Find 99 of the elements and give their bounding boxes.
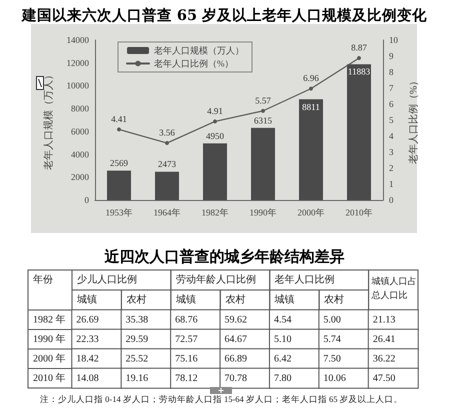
data-label: 8811 bbox=[302, 102, 320, 112]
point bbox=[165, 141, 169, 146]
x-tick-label: 城镇 bbox=[76, 294, 97, 306]
data-label: 59.62 bbox=[224, 314, 248, 326]
bar bbox=[251, 128, 275, 200]
data-label: 18.42 bbox=[76, 353, 99, 364]
y-tick-label: 1982 年 bbox=[33, 313, 66, 326]
data-label: 22.33 bbox=[76, 334, 99, 345]
x-tick-label: 1990年 bbox=[250, 208, 276, 218]
data-label: 26.41 bbox=[372, 334, 396, 345]
data-label: 47.50 bbox=[372, 372, 396, 384]
data-label: 3.56 bbox=[159, 128, 176, 138]
y-axis-title: 年份 bbox=[33, 274, 53, 286]
data-label: 26.69 bbox=[76, 314, 99, 326]
data-label: 4.41 bbox=[111, 114, 127, 124]
data-label: 21.13 bbox=[372, 314, 396, 326]
data-label: 4.91 bbox=[207, 106, 223, 116]
data-label: 64.67 bbox=[224, 334, 248, 345]
data-label: 6.96 bbox=[303, 73, 320, 84]
x-tick-label: 1964年 bbox=[154, 208, 180, 218]
data-label: 6315 bbox=[254, 115, 272, 126]
data-label: 7.80 bbox=[274, 372, 292, 384]
data-label: 2473 bbox=[158, 159, 176, 170]
y2-tick-label: 5 bbox=[389, 115, 394, 125]
x-tick-label: 2000年 bbox=[298, 208, 324, 218]
data-label: 72.57 bbox=[175, 334, 198, 345]
data-label: 8.87 bbox=[351, 42, 368, 53]
y-tick-label: 12000 bbox=[66, 58, 90, 68]
y-tick-label: 8000 bbox=[71, 104, 90, 114]
y-axis-title: 老年人口规模（万人） bbox=[42, 70, 54, 170]
chart-title: 建国以来六次人口普查 65 岁及以上老年人口规模及比例变化 bbox=[20, 6, 428, 24]
data-label: 66.89 bbox=[224, 353, 248, 364]
x-tick-label: 城镇 bbox=[174, 294, 196, 306]
data-label: 25.52 bbox=[126, 353, 148, 364]
bar bbox=[299, 99, 323, 200]
bar bbox=[203, 143, 227, 200]
data-label: 78.12 bbox=[175, 372, 198, 384]
bar bbox=[155, 172, 179, 200]
data-label: 70.78 bbox=[224, 372, 248, 384]
y-tick-label: 10000 bbox=[66, 80, 90, 91]
text: 少儿人口比例 bbox=[77, 274, 137, 286]
text: 老年人口比例 bbox=[274, 274, 335, 286]
point bbox=[357, 56, 361, 60]
data-label: 4.54 bbox=[274, 314, 292, 326]
x-tick-label: 农村 bbox=[324, 294, 344, 306]
data-label: 5.10 bbox=[274, 334, 292, 345]
y-tick-label: 1990 年 bbox=[33, 332, 66, 345]
x-tick-label: 2010年 bbox=[346, 208, 372, 218]
y-tick-label: 6000 bbox=[71, 126, 90, 136]
y2-axis-title: 老年人口比例（%） bbox=[407, 76, 420, 164]
y2-tick-label: 7 bbox=[389, 83, 394, 93]
x-tick-label: 农村 bbox=[225, 294, 246, 306]
x-tick-label: 1953年 bbox=[106, 208, 132, 218]
y2-tick-label: 6 bbox=[389, 99, 394, 109]
y-tick-label: 2000 bbox=[71, 172, 90, 182]
data-label: 6.42 bbox=[274, 353, 292, 364]
y-tick-label: 14000 bbox=[66, 35, 90, 45]
y2-tick-label: 8 bbox=[389, 67, 394, 77]
x-tick-label: 农村 bbox=[126, 294, 146, 306]
y2-tick-label: 9 bbox=[389, 51, 394, 61]
data-label: 5.57 bbox=[255, 95, 272, 106]
point bbox=[309, 86, 313, 91]
data-label: 35.38 bbox=[126, 314, 148, 326]
chart-title: 近四次人口普查的城乡年龄结构差异 bbox=[104, 248, 344, 266]
data-label: 14.08 bbox=[76, 372, 99, 384]
data-label: 19.16 bbox=[126, 372, 148, 384]
legend-label: 老年人口规模（万人） bbox=[154, 46, 244, 56]
y2-tick-label: 10 bbox=[389, 35, 398, 45]
bar bbox=[347, 64, 371, 200]
point bbox=[117, 127, 121, 132]
data-label: 29.59 bbox=[126, 334, 148, 345]
y-tick-label: 4000 bbox=[71, 149, 90, 160]
y2-tick-label: 4 bbox=[389, 131, 394, 141]
y2-tick-label: 3 bbox=[389, 147, 394, 157]
legend-label: 老年人口比例（%） bbox=[154, 58, 234, 68]
y-tick-label: 2010 年 bbox=[33, 372, 66, 384]
data-label: 36.22 bbox=[372, 353, 396, 364]
data-label: 4950 bbox=[206, 130, 224, 141]
bar bbox=[107, 170, 131, 200]
x-tick-label: 1982年 bbox=[202, 208, 228, 218]
text: 劳动年龄人口比例 bbox=[176, 274, 256, 286]
point bbox=[213, 119, 217, 124]
data-label: 2569 bbox=[110, 158, 128, 168]
y-tick-label: 0 bbox=[84, 195, 90, 205]
x-tick-label: 城镇 bbox=[274, 294, 295, 306]
data-label: 68.76 bbox=[175, 314, 198, 326]
y2-tick-label: 1 bbox=[389, 179, 394, 189]
data-label: 75.16 bbox=[175, 353, 198, 364]
y-tick-label: 2000 年 bbox=[33, 352, 66, 364]
y2-tick-label: 0 bbox=[389, 195, 394, 205]
point bbox=[261, 108, 265, 113]
data-label: 7.50 bbox=[323, 353, 341, 364]
text: 注：少儿人口指 0-14 岁人口；劳动年龄人口指 15-64 岁人口；老年人口指 65 岁及以上人口。 bbox=[40, 394, 403, 404]
y2-tick-label: 2 bbox=[389, 163, 394, 173]
data-label: 5.74 bbox=[323, 334, 341, 345]
data-label: 11883 bbox=[348, 66, 371, 77]
data-label: 10.06 bbox=[323, 372, 346, 384]
x-tick-label: 城镇人口占总人口比 bbox=[370, 276, 417, 300]
data-label: 5.00 bbox=[323, 314, 341, 326]
